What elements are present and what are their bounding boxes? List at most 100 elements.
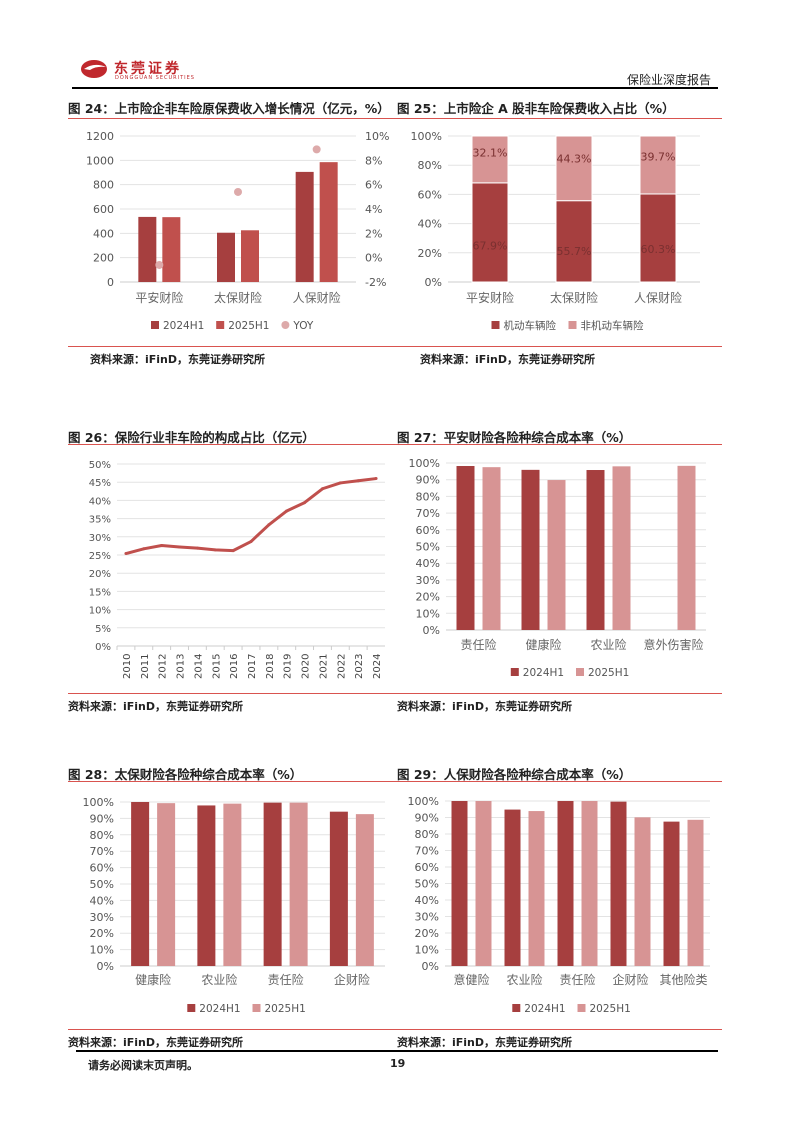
bar-2024H1: [586, 470, 605, 630]
legend-label: 2024H1: [524, 1003, 565, 1015]
y2-tick-label: 10%: [365, 130, 389, 143]
data-label: 55.7%: [557, 245, 592, 258]
y-tick-label: 35%: [89, 515, 111, 526]
x-tick-label: 2011: [140, 654, 151, 679]
figure-29-title: 图 29：人保财险各险种综合成本率（%）: [397, 767, 632, 782]
data-label: 32.1%: [473, 146, 508, 159]
x-tick-label: 太保财险: [214, 290, 262, 305]
bar-2024H1: [329, 811, 348, 966]
y2-tick-label: -2%: [365, 276, 386, 289]
data-point: [249, 540, 253, 544]
data-point: [356, 479, 360, 483]
y-tick-label: 0%: [423, 624, 440, 637]
legend-marker: [568, 321, 577, 329]
x-tick-label: 农业险: [506, 972, 542, 987]
y-tick-label: 15%: [89, 587, 111, 598]
y-tick-label: 30%: [90, 911, 114, 924]
chart-figure-29: 0% 10% 20% 30% 40% 50% 60% 70% 80% 90% 100% 意健险 农业险 责…: [408, 795, 710, 1015]
y-tick-label: 90%: [416, 474, 440, 487]
title-rule: [68, 781, 722, 782]
bar-非机动车辆险: [639, 135, 677, 195]
y-tick-label: 20%: [416, 591, 440, 604]
bar-2025H1: [634, 817, 651, 966]
logo-text: 东莞证券: [114, 61, 182, 77]
bar-2025H1: [319, 162, 338, 282]
y-tick-label: 100%: [408, 795, 439, 808]
y-tick-label: 30%: [89, 533, 111, 544]
y-tick-label: 70%: [90, 845, 114, 858]
x-tick-label: 平安财险: [466, 290, 514, 305]
bar-非机动车辆险: [471, 135, 509, 184]
y-tick-label: 80%: [415, 828, 439, 841]
x-tick-label: 健康险: [135, 972, 171, 987]
bar-2024H1: [263, 802, 282, 966]
y-tick-label: 90%: [415, 812, 439, 825]
x-tick-label: 平安财险: [135, 290, 183, 305]
x-tick-label: 人保财险: [634, 290, 682, 305]
x-tick-label: 2019: [283, 654, 294, 679]
legend-marker: [512, 1004, 521, 1012]
y-tick-label: 40%: [90, 894, 114, 907]
legend-label: 2025H1: [228, 320, 269, 332]
bar-2024H1: [295, 171, 314, 282]
figure-24-source: 资料来源：iFinD，东莞证券研究所: [90, 353, 266, 366]
x-tick-label: 2013: [176, 654, 187, 679]
source-rule: [68, 693, 722, 694]
y-tick-label: 50%: [416, 541, 440, 554]
bar-2025H1: [223, 803, 242, 966]
x-tick-label: 意外伤害险: [643, 637, 703, 652]
legend-marker: [577, 1004, 586, 1012]
bar-机动车辆险: [639, 193, 677, 283]
bar-2024H1: [557, 801, 574, 966]
y-tick-label: 5%: [95, 624, 111, 635]
bar-2025H1: [475, 801, 492, 966]
bar-机动车辆险: [555, 200, 593, 283]
y-tick-label: 0%: [95, 642, 111, 653]
y-tick-label: 10%: [416, 607, 440, 620]
bar-2025H1: [162, 217, 181, 282]
x-tick-label: 2022: [336, 654, 347, 679]
y-tick-label: 40%: [418, 218, 442, 231]
x-tick-label: 2023: [354, 654, 365, 679]
x-tick-label: 人保财险: [293, 290, 341, 305]
y-tick-label: 100%: [411, 130, 442, 143]
x-tick-label: 太保财险: [550, 290, 598, 305]
legend-marker: [252, 1004, 261, 1012]
data-point: [303, 501, 307, 505]
x-tick-label: 2021: [318, 654, 329, 679]
bar-2025H1: [677, 465, 696, 630]
y2-tick-label: 8%: [365, 154, 382, 167]
y-tick-label: 20%: [89, 569, 111, 580]
bar-2025H1: [687, 819, 704, 966]
figure-28-source: 资料来源：iFinD，东莞证券研究所: [68, 1036, 244, 1049]
y-tick-label: 90%: [90, 812, 114, 825]
y2-tick-label: 4%: [365, 203, 382, 216]
report-type: 保险业深度报告: [627, 73, 712, 87]
legend-label: 非机动车辆险: [581, 319, 644, 332]
data-point: [178, 545, 182, 549]
yoy-point: [234, 187, 242, 196]
legend-marker: [510, 668, 519, 676]
y-tick-label: 40%: [416, 557, 440, 570]
chart-figure-24: 0 200 400 600 800 1000 1200 -2% 0% 2% 4% 6% 8% 10% 平安财…: [86, 130, 389, 332]
data-point: [374, 477, 378, 481]
figure-24-title: 图 24：上市险企非车险原保费收入增长情况（亿元，%）: [68, 101, 390, 116]
figure-29-source: 资料来源：iFinD，东莞证券研究所: [397, 1036, 573, 1049]
footer-disclaimer: 请务必阅读末页声明。: [88, 1059, 198, 1072]
bar-2025H1: [547, 480, 566, 630]
x-tick-label: 企财险: [334, 972, 370, 987]
bar-2025H1: [157, 803, 176, 966]
x-tick-label: 2018: [265, 654, 276, 679]
bar-2024H1: [504, 809, 521, 966]
y-tick-label: 50%: [415, 878, 439, 891]
data-point: [285, 509, 289, 513]
x-tick-label: 意健险: [453, 972, 489, 987]
bar-2024H1: [138, 216, 157, 282]
y-tick-label: 60%: [415, 861, 439, 874]
y-tick-label: 600: [93, 203, 114, 216]
y-tick-label: 40%: [415, 894, 439, 907]
x-tick-label: 其他险类: [659, 972, 707, 987]
y-tick-label: 10%: [415, 944, 439, 957]
bar-非机动车辆险: [555, 135, 593, 202]
y-tick-label: 30%: [416, 574, 440, 587]
